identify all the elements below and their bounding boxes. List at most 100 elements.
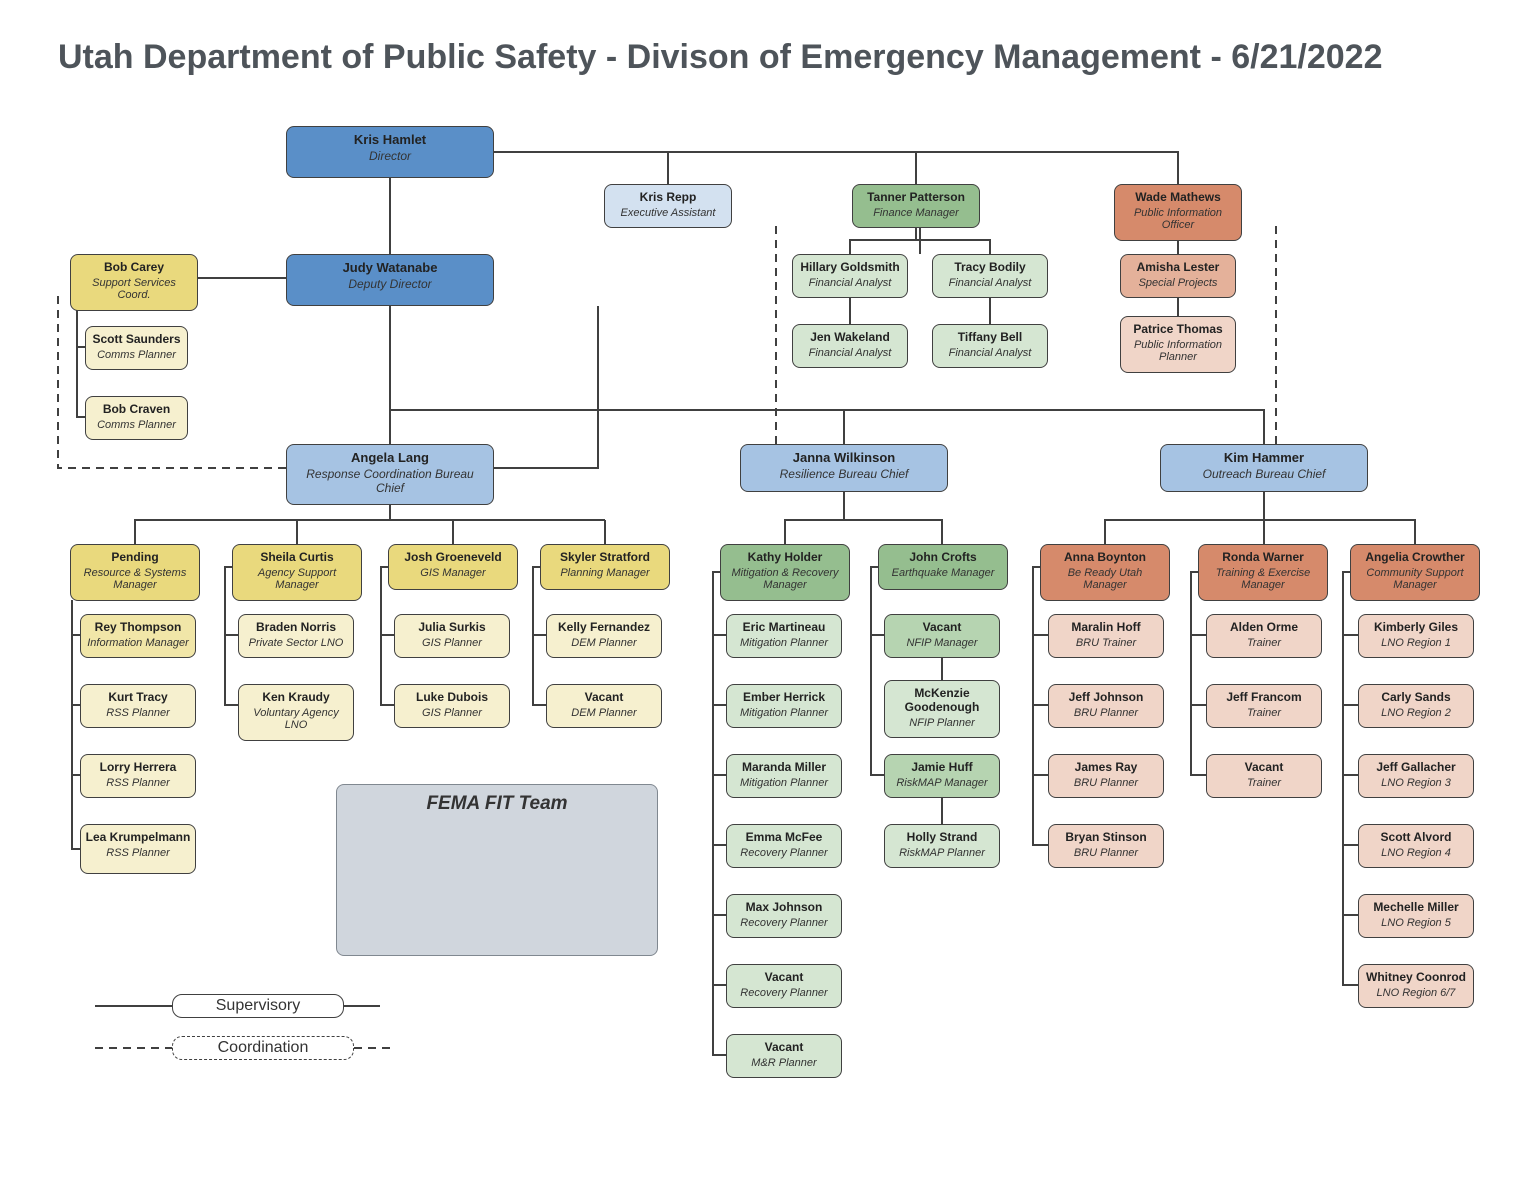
org-node-name: Sheila Curtis <box>237 551 357 565</box>
org-node-name: Kurt Tracy <box>85 691 191 705</box>
org-node-name: Wade Mathews <box>1119 191 1237 205</box>
fema-team-container: FEMA FIT Team <box>336 784 658 956</box>
org-node-name: Ronda Warner <box>1203 551 1323 565</box>
org-node-out_m2_a: Alden OrmeTrainer <box>1206 614 1322 658</box>
org-node-name: James Ray <box>1053 761 1159 775</box>
org-node-role: Support Services Coord. <box>75 277 193 302</box>
org-node-name: Alden Orme <box>1211 621 1317 635</box>
org-node-role: Trainer <box>1211 707 1317 720</box>
org-node-rc_m2_a: Braden NorrisPrivate Sector LNO <box>238 614 354 658</box>
org-node-rc_m4_b: VacantDEM Planner <box>546 684 662 728</box>
org-node-out_m2: Ronda WarnerTraining & Exercise Manager <box>1198 544 1328 601</box>
org-node-res_m1_e: Max JohnsonRecovery Planner <box>726 894 842 938</box>
org-node-name: Kim Hammer <box>1165 451 1363 466</box>
org-node-name: Ember Herrick <box>731 691 837 705</box>
org-node-res_m1_g: VacantM&R Planner <box>726 1034 842 1078</box>
org-node-name: Angela Lang <box>291 451 489 466</box>
org-node-res_m1_d: Emma McFee Recovery Planner <box>726 824 842 868</box>
org-node-role: Recovery Planner <box>731 847 837 860</box>
org-node-role: LNO Region 1 <box>1363 637 1469 650</box>
org-node-res_m1: Kathy Holder Mitigation & Recovery Manage… <box>720 544 850 601</box>
org-node-res_m2_a: Vacant NFIP Manager <box>884 614 1000 658</box>
org-node-role: Mitigation & Recovery Manager <box>725 567 845 592</box>
org-node-name: Josh Groeneveld <box>393 551 513 565</box>
org-node-name: Angelia Crowther <box>1355 551 1475 565</box>
org-node-name: Judy Watanabe <box>291 261 489 276</box>
legend-supervisory: Supervisory <box>172 994 344 1018</box>
org-node-role: LNO Region 5 <box>1363 917 1469 930</box>
org-node-role: Financial Analyst <box>797 277 903 290</box>
org-node-res_m1_f: VacantRecovery Planner <box>726 964 842 1008</box>
org-node-role: LNO Region 3 <box>1363 777 1469 790</box>
org-node-role: Information Manager <box>85 637 191 650</box>
org-node-role: Outreach Bureau Chief <box>1165 468 1363 482</box>
org-node-role: Financial Analyst <box>937 277 1043 290</box>
org-node-name: Vacant <box>731 971 837 985</box>
org-node-out_m2_c: VacantTrainer <box>1206 754 1322 798</box>
org-node-name: Kris Hamlet <box>291 133 489 148</box>
org-node-role: BRU Planner <box>1053 777 1159 790</box>
org-node-res_m1_b: Ember Herrick Mitigation Planner <box>726 684 842 728</box>
org-node-res_m2_b: McKenzie GoodenoughNFIP Planner <box>884 680 1000 738</box>
org-node-director: Kris Hamlet Director <box>286 126 494 178</box>
org-node-out_m3_e: Mechelle MillerLNO Region 5 <box>1358 894 1474 938</box>
org-node-pio_al: Amisha LesterSpecial Projects <box>1120 254 1236 298</box>
org-node-name: Rey Thompson <box>85 621 191 635</box>
org-node-name: Jeff Francom <box>1211 691 1317 705</box>
org-node-name: Vacant <box>551 691 657 705</box>
org-node-role: RSS Planner <box>85 847 191 860</box>
org-node-name: Pending <box>75 551 195 565</box>
org-node-out_m1_c: James Ray BRU Planner <box>1048 754 1164 798</box>
org-node-exec_asst: Kris ReppExecutive Assistant <box>604 184 732 228</box>
org-node-role: Response Coordination Bureau Chief <box>291 468 489 496</box>
org-node-out_m1_d: Bryan Stinson BRU Planner <box>1048 824 1164 868</box>
org-node-role: RSS Planner <box>85 707 191 720</box>
org-node-rc_m3: Josh GroeneveldGIS Manager <box>388 544 518 590</box>
org-node-res_m2: John Crofts Earthquake Manager <box>878 544 1008 590</box>
org-node-role: Financial Analyst <box>937 347 1043 360</box>
org-node-role: Mitigation Planner <box>731 707 837 720</box>
org-node-name: Bryan Stinson <box>1053 831 1159 845</box>
org-node-name: Whitney Coonrod <box>1363 971 1469 985</box>
org-node-name: Tracy Bodily <box>937 261 1043 275</box>
org-node-role: Mitigation Planner <box>731 637 837 650</box>
org-node-bureau_res: Janna WilkinsonResilience Bureau Chief <box>740 444 948 492</box>
org-node-out_m3_b: Carly Sands LNO Region 2 <box>1358 684 1474 728</box>
org-node-role: Mitigation Planner <box>731 777 837 790</box>
org-node-name: Emma McFee <box>731 831 837 845</box>
org-node-name: John Crofts <box>883 551 1003 565</box>
org-node-name: Vacant <box>731 1041 837 1055</box>
org-node-role: BRU Trainer <box>1053 637 1159 650</box>
org-node-name: Vacant <box>889 621 995 635</box>
org-node-role: BRU Planner <box>1053 847 1159 860</box>
org-node-rc_m4_a: Kelly FernandezDEM Planner <box>546 614 662 658</box>
org-node-pio_pt: Patrice ThomasPublic Information Planner <box>1120 316 1236 373</box>
org-node-name: Kathy Holder <box>725 551 845 565</box>
org-node-pio: Wade MathewsPublic Information Officer <box>1114 184 1242 241</box>
org-node-role: Community Support Manager <box>1355 567 1475 592</box>
org-node-name: Lea Krumpelmann <box>85 831 191 845</box>
org-node-out_m3_c: Jeff GallacherLNO Region 3 <box>1358 754 1474 798</box>
org-node-name: Maralin Hoff <box>1053 621 1159 635</box>
org-node-out_m3: Angelia Crowther Community Support Manage… <box>1350 544 1480 601</box>
org-node-name: Kimberly Giles <box>1363 621 1469 635</box>
org-node-name: Carly Sands <box>1363 691 1469 705</box>
org-node-rc_m1_d: Lea Krumpelmann RSS Planner <box>80 824 196 874</box>
org-node-out_m2_b: Jeff Francom Trainer <box>1206 684 1322 728</box>
org-node-role: LNO Region 2 <box>1363 707 1469 720</box>
org-node-finance_mgr: Tanner PattersonFinance Manager <box>852 184 980 228</box>
org-node-role: Trainer <box>1211 777 1317 790</box>
org-node-rc_m1_a: Rey Thompson Information Manager <box>80 614 196 658</box>
org-node-out_m3_d: Scott AlvordLNO Region 4 <box>1358 824 1474 868</box>
org-node-name: Luke Dubois <box>399 691 505 705</box>
org-node-fin_hg: Hillary GoldsmithFinancial Analyst <box>792 254 908 298</box>
org-node-role: Director <box>291 150 489 164</box>
org-node-role: Deputy Director <box>291 278 489 292</box>
org-node-rc_m4: Skyler StratfordPlanning Manager <box>540 544 670 590</box>
org-node-role: NFIP Manager <box>889 637 995 650</box>
org-node-name: Julia Surkis <box>399 621 505 635</box>
org-node-name: Janna Wilkinson <box>745 451 943 466</box>
org-node-role: Planning Manager <box>545 567 665 580</box>
org-node-role: Earthquake Manager <box>883 567 1003 580</box>
org-node-rc_m1_c: Lorry HerreraRSS Planner <box>80 754 196 798</box>
